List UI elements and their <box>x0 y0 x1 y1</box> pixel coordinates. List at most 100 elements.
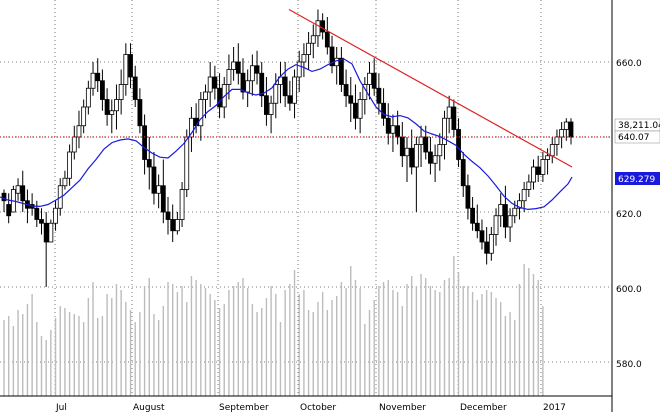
y-tick-label: 580.0 <box>616 360 642 370</box>
candle-body <box>203 91 208 100</box>
candle-body <box>301 54 307 63</box>
candle-body <box>371 72 377 89</box>
y-tick-label: 660.0 <box>616 59 642 69</box>
candle-body <box>207 76 213 93</box>
candle-body <box>174 219 180 232</box>
candle-body <box>104 99 110 115</box>
candle-body <box>554 136 560 145</box>
y-tick-label: 600.0 <box>616 285 642 295</box>
candle-body <box>479 230 485 243</box>
x-tick-label: September <box>219 403 269 412</box>
candle-body <box>132 76 138 100</box>
candle-body <box>128 54 133 78</box>
candle-body <box>226 69 232 85</box>
candle-body <box>413 144 419 168</box>
candle-body <box>390 125 396 134</box>
candle-body <box>418 136 424 145</box>
candle-body <box>484 241 490 254</box>
candle-body <box>521 189 527 202</box>
moving-average-line <box>0 58 573 211</box>
candle-body <box>67 151 73 179</box>
candle-body <box>545 155 550 160</box>
candle-body <box>310 35 316 44</box>
price-candles <box>1 9 574 287</box>
candle-body <box>353 102 358 119</box>
candle-body <box>428 151 433 164</box>
candle-body <box>559 129 565 138</box>
candle-body <box>324 31 330 48</box>
candle-body <box>334 57 340 67</box>
candle-body <box>470 207 475 224</box>
candle-body <box>423 136 429 153</box>
x-tick-label: August <box>133 403 165 412</box>
candle-body <box>338 57 344 85</box>
candle-body <box>460 159 466 187</box>
candle-body <box>48 222 54 243</box>
candle-body <box>170 219 176 232</box>
candle-body <box>114 99 119 112</box>
volume-price-tag: 38,211.04 <box>614 118 660 132</box>
candle-body <box>20 185 26 202</box>
moving-average-price-tag: 629.279 <box>615 172 660 185</box>
candle-body <box>512 207 518 217</box>
candle-body <box>278 76 283 85</box>
candle-body <box>90 72 96 89</box>
candle-body <box>465 185 471 209</box>
candle-body <box>76 125 82 138</box>
candle-body <box>53 207 58 224</box>
candle-body <box>385 117 391 134</box>
candle-body <box>240 72 246 93</box>
x-tick-label: 2017 <box>543 403 566 412</box>
candle-body <box>409 147 415 168</box>
candle-body <box>198 99 204 127</box>
candle-body <box>118 84 124 100</box>
candle-body <box>343 84 349 97</box>
candle-body <box>282 76 288 97</box>
candle-body <box>507 215 513 228</box>
candle-body <box>540 159 546 175</box>
candle-body <box>357 99 363 119</box>
candle-body <box>109 110 115 115</box>
candle-body <box>517 200 522 209</box>
candle-body <box>399 136 405 157</box>
candle-body <box>43 222 49 243</box>
candle-body <box>212 76 218 89</box>
candle-body <box>287 95 293 104</box>
candle-body <box>15 185 21 194</box>
candle-body <box>142 125 147 160</box>
candle-body <box>404 147 410 157</box>
candle-body <box>306 42 311 55</box>
candle-body <box>151 166 157 194</box>
candle-body <box>179 189 185 220</box>
candle-body <box>39 219 44 224</box>
candle-body <box>395 125 401 138</box>
candle-body <box>95 72 101 82</box>
candle-body <box>71 136 77 153</box>
candle-body <box>456 129 461 160</box>
candle-body <box>376 87 382 104</box>
candle-body <box>189 117 194 138</box>
x-tick-label: October <box>300 403 336 412</box>
candle-body <box>268 102 274 115</box>
candle-body <box>315 20 321 37</box>
last-price-tag: 640.07 <box>614 130 660 144</box>
candle-body <box>488 234 494 254</box>
candle-body <box>320 20 326 33</box>
candle-body <box>217 87 222 108</box>
candle-body <box>6 204 12 217</box>
candle-body <box>231 61 237 70</box>
candle-body <box>498 204 504 217</box>
candle-body <box>235 61 241 74</box>
candle-body <box>264 95 269 115</box>
candle-body <box>563 121 569 130</box>
candle-body <box>526 181 532 190</box>
candle-body <box>474 222 480 232</box>
candle-body <box>531 166 536 183</box>
candle-body <box>81 106 87 127</box>
candle-body <box>493 215 499 235</box>
candle-body <box>259 72 265 97</box>
trendline <box>288 8 573 168</box>
candle-body <box>165 211 171 220</box>
